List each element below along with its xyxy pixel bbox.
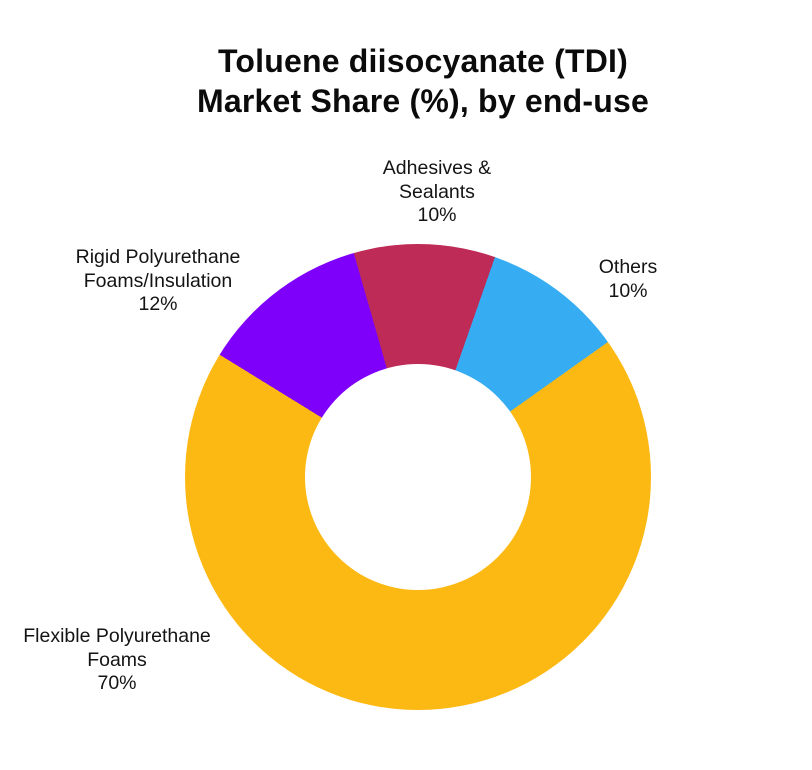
- callout-adhesives-sealants: Adhesives & Sealants 10%: [327, 157, 547, 228]
- callout-label-line: Flexible Polyurethane: [23, 625, 211, 647]
- callout-value: 70%: [97, 672, 137, 694]
- callout-label-line: Rigid Polyurethane: [75, 246, 241, 268]
- chart-title: Toluene diisocyanate (TDI) Market Share …: [34, 41, 812, 121]
- callout-label-line: Others: [598, 256, 658, 278]
- callout-label-line: Foams: [87, 648, 147, 671]
- callout-label-line: Adhesives &: [382, 157, 492, 179]
- donut-chart: [185, 244, 651, 710]
- callout-value: 12%: [138, 293, 178, 315]
- callout-value: 10%: [417, 204, 457, 226]
- callout-label-line: Foams/Insulation: [83, 269, 233, 292]
- donut-hole: [305, 364, 531, 590]
- callout-rigid-polyurethane-foams-insulation: Rigid Polyurethane Foams/Insulation 12%: [28, 246, 288, 317]
- callout-flexible-polyurethane-foams: Flexible Polyurethane Foams 70%: [0, 625, 237, 696]
- callout-others: Others 10%: [558, 256, 698, 303]
- callout-label-line: Sealants: [399, 180, 475, 203]
- callout-value: 10%: [608, 279, 648, 302]
- chart-title-line-2: Market Share (%), by end-use: [197, 83, 649, 120]
- chart-title-line-1: Toluene diisocyanate (TDI): [218, 43, 628, 80]
